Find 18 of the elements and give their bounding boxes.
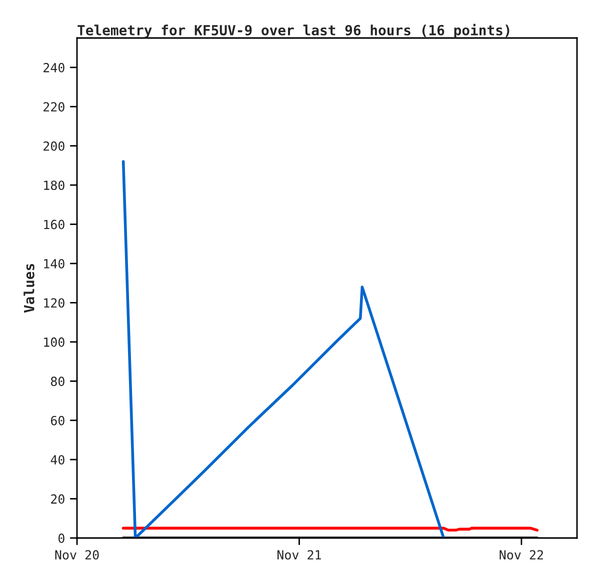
y-tick-label: 180 <box>44 180 64 190</box>
chart-title: Telemetry for KF5UV-9 over last 96 hours (16 points) <box>78 24 510 38</box>
y-tick-label: 100 <box>44 337 64 347</box>
y-tick-label: 200 <box>44 141 64 151</box>
y-tick-label: 20 <box>51 494 64 504</box>
x-tick-label: Nov 21 <box>277 550 321 560</box>
y-tick-label: 140 <box>44 258 64 268</box>
y-tick-label: 160 <box>44 220 64 230</box>
y-tick-label: 60 <box>50 416 64 426</box>
x-tick-label: Nov 20 <box>55 550 99 560</box>
y-tick-label: 0 <box>58 534 64 543</box>
y-tick-label: 80 <box>50 376 64 386</box>
y-tick-label: 220 <box>44 102 64 112</box>
y-tick-label: 40 <box>50 455 64 465</box>
y-tick-label: 240 <box>44 62 64 72</box>
x-tick-label: Nov 22 <box>500 550 543 560</box>
y-axis-title: Values <box>24 264 34 313</box>
y-tick-label: 120 <box>44 298 64 308</box>
